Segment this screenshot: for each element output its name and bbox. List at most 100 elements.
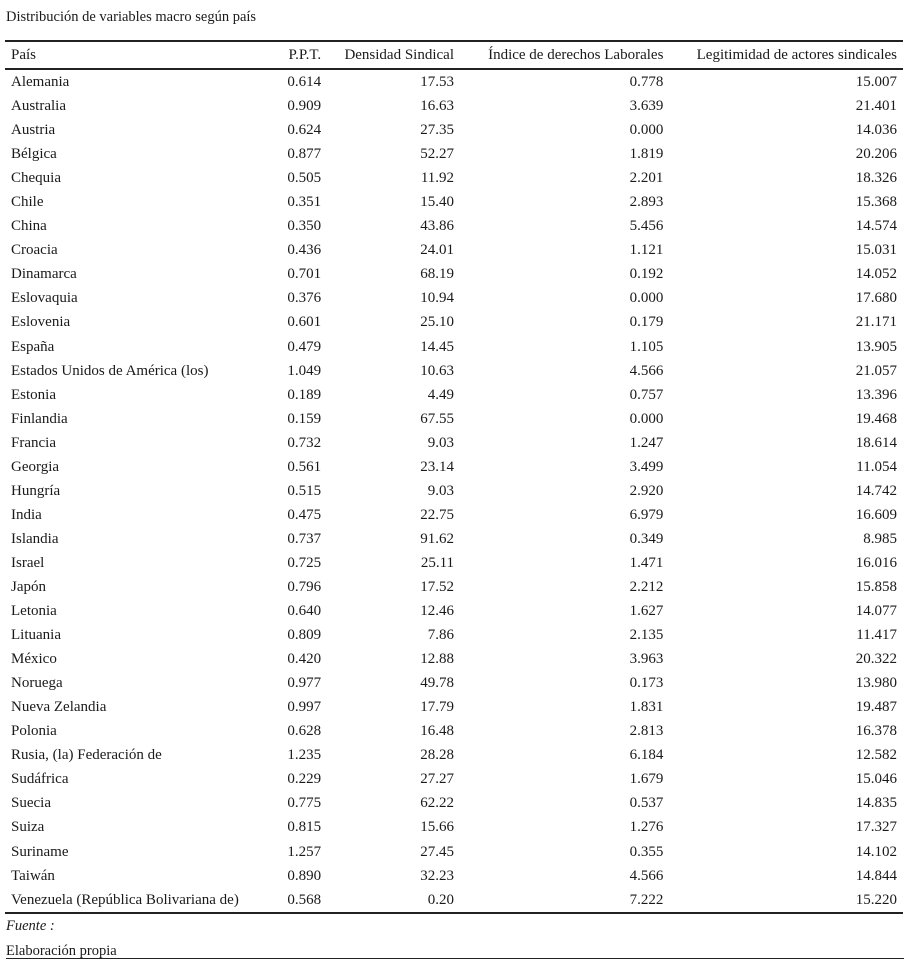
table-row: Austria 0.624 27.35 0.000 14.036 (5, 118, 903, 142)
column-header-ppt: P.P.T. (288, 46, 322, 63)
cell-union-density: 9.03 (427, 482, 455, 499)
cell-ppt: 0.350 (287, 218, 322, 235)
cell-ppt: 0.628 (287, 723, 322, 740)
cell-union-density: 23.14 (420, 458, 455, 475)
cell-labor-rights-index: 0.179 (629, 314, 664, 331)
cell-union-legitimacy: 14.742 (855, 482, 897, 499)
cell-ppt: 0.376 (287, 290, 322, 307)
cell-union-legitimacy: 17.680 (855, 290, 897, 307)
table-row: Alemania 0.614 17.53 0.778 15.007 (5, 69, 903, 94)
cell-country: Eslovenia (11, 314, 71, 331)
cell-union-legitimacy: 15.031 (855, 242, 897, 259)
cell-ppt: 0.796 (287, 579, 322, 595)
cell-ppt: 0.640 (287, 603, 322, 620)
cell-country: Taiwán (11, 867, 55, 884)
cell-union-legitimacy: 16.609 (855, 506, 897, 523)
table-row: Hungría 0.515 9.03 2.920 14.742 (5, 479, 903, 503)
cell-union-legitimacy: 15.858 (855, 579, 897, 595)
cell-union-density: 28.28 (420, 747, 455, 764)
cell-labor-rights-index: 0.349 (629, 530, 664, 547)
cell-ppt: 0.351 (287, 194, 322, 211)
cell-country: Hungría (11, 482, 61, 499)
cell-union-density: 16.48 (420, 723, 455, 740)
cell-union-legitimacy: 11.417 (856, 627, 897, 644)
cell-labor-rights-index: 1.679 (629, 771, 664, 788)
cell-ppt: 0.479 (287, 338, 322, 355)
cell-country: China (11, 218, 47, 235)
table-row: Nueva Zelandia 0.997 17.79 1.831 19.487 (5, 695, 903, 719)
table-row: Lituania 0.809 7.86 2.135 11.417 (5, 623, 903, 647)
cell-union-legitimacy: 13.396 (855, 386, 897, 403)
cell-labor-rights-index: 2.212 (629, 579, 664, 595)
cell-ppt: 0.809 (287, 627, 322, 644)
table-row: Suecia 0.775 62.22 0.537 14.835 (5, 791, 903, 815)
cell-union-legitimacy: 20.322 (855, 651, 897, 668)
cell-union-density: 62.22 (420, 795, 455, 812)
cell-ppt: 0.737 (287, 530, 322, 547)
cell-ppt: 0.815 (287, 819, 322, 836)
table-row: Taiwán 0.890 32.23 4.566 14.844 (5, 864, 903, 888)
table-row: México 0.420 12.88 3.963 20.322 (5, 647, 903, 671)
cell-union-legitimacy: 15.220 (855, 891, 897, 908)
cell-country: Noruega (11, 675, 63, 692)
data-table: País P.P.T. Densidad Sindical Índice de … (5, 40, 903, 914)
cell-ppt: 0.436 (287, 242, 322, 259)
cell-country: Alemania (11, 74, 70, 91)
cell-union-legitimacy: 14.835 (855, 795, 897, 812)
cell-country: Chequia (11, 170, 61, 187)
cell-labor-rights-index: 4.566 (629, 362, 664, 379)
table-row: Venezuela (República Bolivariana de) 0.56… (5, 888, 903, 913)
table-row: Israel 0.725 25.11 1.471 16.016 (5, 551, 903, 575)
cell-labor-rights-index: 0.778 (629, 74, 664, 91)
cell-union-legitimacy: 18.614 (855, 434, 897, 451)
table-row: Chequia 0.505 11.92 2.201 18.326 (5, 166, 903, 190)
cell-ppt: 1.049 (287, 362, 322, 379)
cell-ppt: 1.235 (287, 747, 322, 764)
cell-union-legitimacy: 21.401 (855, 98, 897, 115)
cell-union-density: 10.63 (420, 362, 455, 379)
cell-union-density: 43.86 (420, 218, 455, 235)
cell-country: Austria (11, 122, 56, 139)
cell-union-density: 16.63 (420, 98, 455, 115)
cell-union-legitimacy: 14.077 (855, 603, 897, 620)
cell-ppt: 0.614 (287, 74, 322, 91)
table-row: Dinamarca 0.701 68.19 0.192 14.052 (5, 262, 903, 286)
cell-union-density: 12.88 (420, 651, 455, 668)
table-row: Islandia 0.737 91.62 0.349 8.985 (5, 527, 903, 551)
cell-union-legitimacy: 14.052 (855, 266, 897, 283)
cell-union-legitimacy: 18.326 (855, 170, 897, 187)
cell-ppt: 0.909 (287, 98, 322, 115)
cell-labor-rights-index: 4.566 (629, 867, 664, 884)
cell-ppt: 0.977 (287, 675, 322, 692)
cell-labor-rights-index: 5.456 (629, 218, 664, 235)
cell-union-legitimacy: 15.368 (855, 194, 897, 211)
cell-union-legitimacy: 13.980 (855, 675, 897, 692)
cell-union-legitimacy: 15.046 (855, 771, 897, 788)
table-row: Chile 0.351 15.40 2.893 15.368 (5, 190, 903, 214)
cell-ppt: 0.561 (287, 458, 322, 475)
cell-labor-rights-index: 0.537 (629, 795, 664, 812)
cell-union-legitimacy: 14.844 (855, 867, 897, 884)
cell-union-legitimacy: 14.574 (855, 218, 897, 235)
cell-union-density: 7.86 (427, 627, 455, 644)
cell-labor-rights-index: 2.201 (629, 170, 664, 187)
column-header-labor-rights-index: Índice de derechos Laborales (488, 46, 664, 63)
cell-country: Japón (11, 579, 46, 595)
table-body: Alemania 0.614 17.53 0.778 15.007 Australia 0.… (5, 69, 903, 913)
cell-union-density: 0.20 (427, 891, 455, 908)
cell-union-legitimacy: 16.016 (855, 554, 897, 571)
cell-labor-rights-index: 2.813 (629, 723, 664, 740)
cell-union-density: 15.66 (420, 819, 455, 836)
table-row: Croacia 0.436 24.01 1.121 15.031 (5, 238, 903, 262)
cell-union-density: 17.79 (420, 699, 455, 716)
cell-ppt: 0.505 (287, 170, 322, 187)
cell-ppt: 0.568 (287, 891, 322, 908)
cell-country: Letonia (11, 603, 57, 620)
table-row: Bélgica 0.877 52.27 1.819 20.206 (5, 142, 903, 166)
cell-ppt: 0.229 (287, 771, 322, 788)
cell-union-density: 27.45 (420, 843, 455, 860)
cell-union-density: 17.53 (420, 74, 455, 91)
bottom-rule (6, 958, 904, 959)
cell-ppt: 0.732 (287, 434, 322, 451)
cell-union-legitimacy: 21.057 (855, 362, 897, 379)
